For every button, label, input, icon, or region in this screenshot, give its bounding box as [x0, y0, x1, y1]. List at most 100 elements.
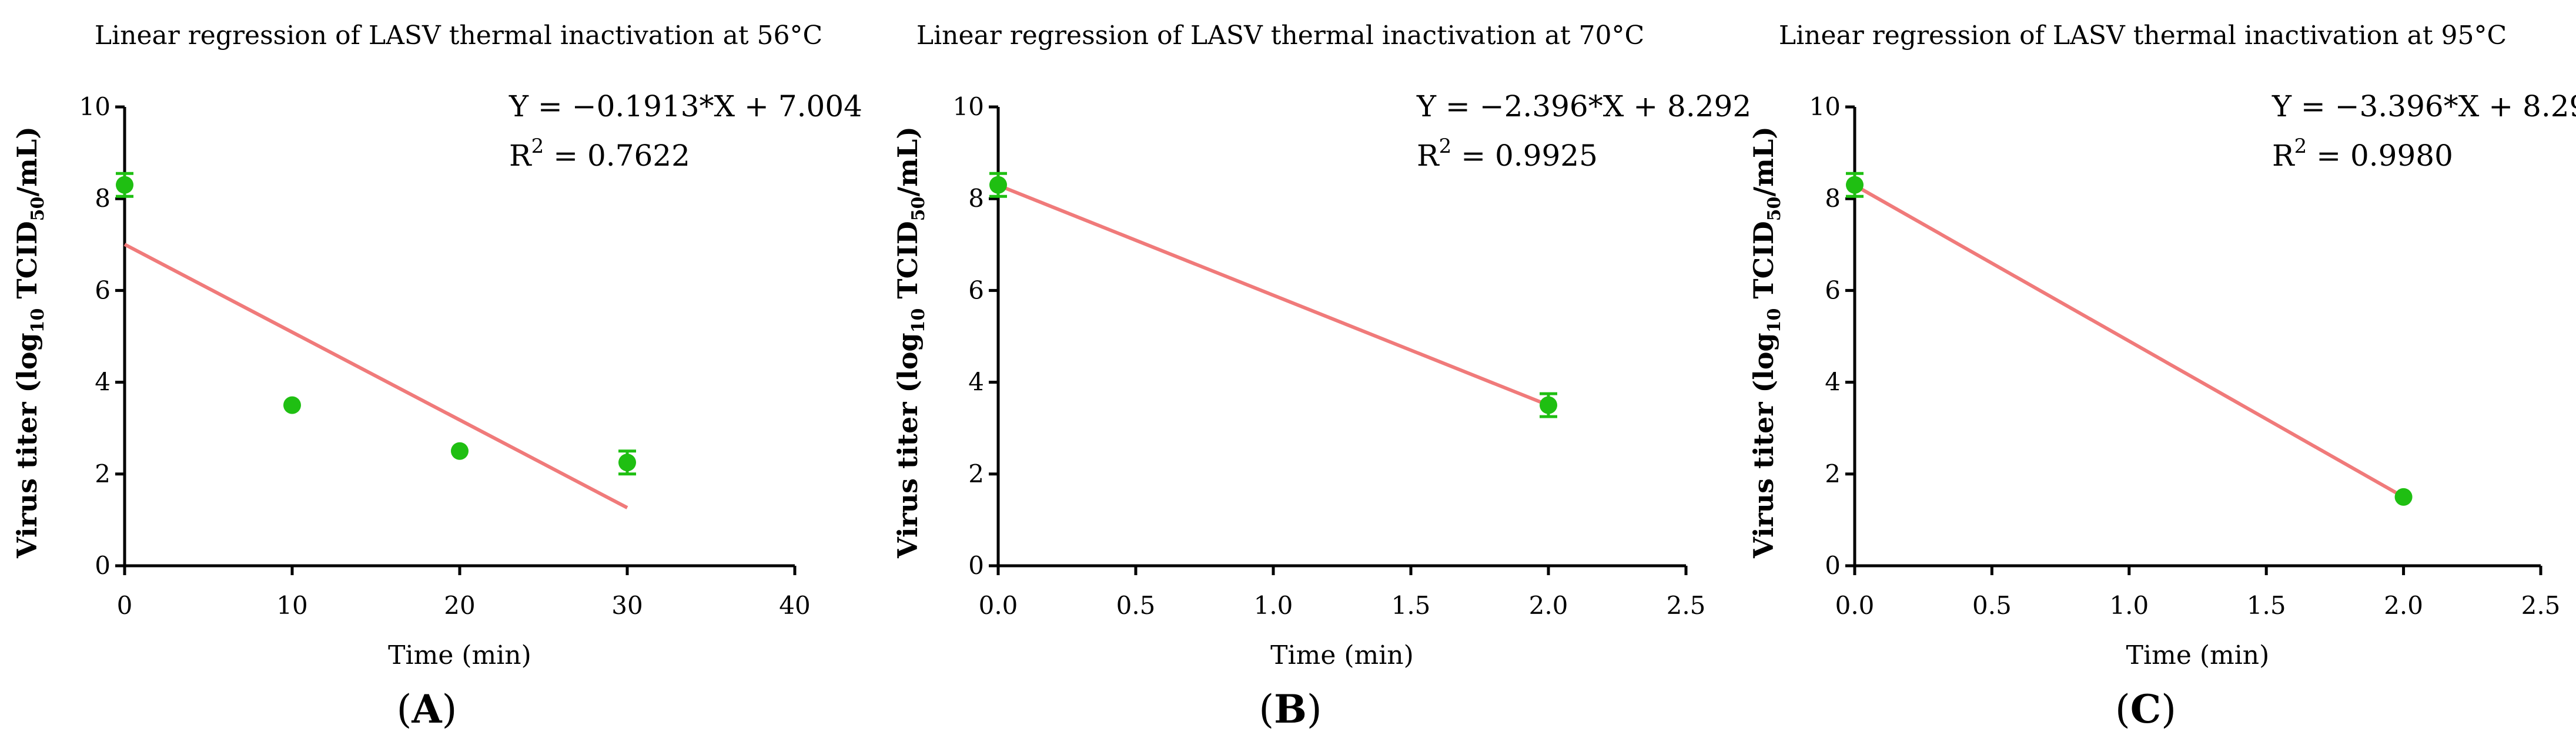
r-squared-exponent: 2 — [1439, 135, 1452, 158]
x-axis-label: Time (min) — [388, 640, 531, 670]
data-point — [2394, 488, 2413, 506]
chart-panel-c: Linear regression of LASV thermal inacti… — [1748, 21, 2576, 732]
r-squared-exponent: 2 — [2294, 135, 2307, 158]
regression-line — [1854, 183, 2405, 499]
x-tick-label: 2.0 — [2384, 591, 2423, 620]
panel-label-letter: C — [2130, 686, 2162, 732]
data-point — [618, 454, 636, 472]
chart-title: Linear regression of LASV thermal inacti… — [1779, 21, 2507, 51]
y-tick-label: 4 — [1825, 368, 1841, 397]
x-axis-label: Time (min) — [2126, 640, 2270, 670]
x-tick-label: 0.5 — [1116, 591, 1156, 620]
y-axis-label-part: Virus titer (log — [892, 333, 924, 559]
y-axis-label-part: TCID — [892, 221, 924, 308]
y-tick-label: 4 — [968, 368, 984, 397]
y-axis-label-part: Virus titer (log — [1748, 333, 1779, 559]
x-axis-label: Time (min) — [1270, 640, 1414, 670]
y-axis-label: Virus titer (log10 TCID50/mL) — [892, 126, 929, 559]
y-tick-label: 0 — [968, 551, 984, 580]
regression-equation: Y = −2.396*X + 8.292 — [1416, 89, 1751, 123]
y-tick-label: 4 — [95, 368, 111, 397]
x-tick-label: 2.5 — [1667, 591, 1706, 620]
x-tick-label: 30 — [611, 591, 643, 620]
x-tick-label: 1.5 — [1391, 591, 1431, 620]
y-axis-label-part: TCID — [1748, 221, 1779, 308]
y-axis-label-part: Virus titer (log — [11, 333, 43, 559]
y-tick-label: 0 — [1825, 551, 1841, 580]
x-tick-label: 2.0 — [1529, 591, 1568, 620]
x-tick-label: 0.5 — [1972, 591, 2012, 620]
data-point — [989, 176, 1007, 194]
r-squared: R2 = 0.9925 — [1417, 135, 1598, 173]
r-squared-value: = 0.7622 — [544, 139, 690, 173]
panel-label: (A) — [397, 686, 457, 732]
data-point — [1846, 176, 1864, 194]
y-axis-label-part: /mL) — [1748, 126, 1779, 197]
y-tick-label: 10 — [79, 92, 111, 121]
panel-label-close: ) — [442, 687, 457, 732]
x-tick-label: 1.0 — [2109, 591, 2149, 620]
y-axis-label-part: /mL) — [892, 126, 924, 197]
y-tick-label: 6 — [95, 276, 111, 304]
y-axis-label-part: 10 — [1764, 308, 1785, 333]
chart-panel-a: Linear regression of LASV thermal inacti… — [11, 21, 862, 732]
x-tick-label: 1.0 — [1254, 591, 1293, 620]
y-tick-label: 2 — [968, 459, 984, 488]
panel-label-letter: A — [411, 686, 442, 732]
data-point — [451, 442, 469, 460]
x-tick-label: 0.0 — [979, 591, 1018, 620]
chart-title: Linear regression of LASV thermal inacti… — [916, 21, 1644, 51]
panel-label-close: ) — [2161, 687, 2176, 732]
x-tick-label: 10 — [276, 591, 307, 620]
regression-equation: Y = −3.396*X + 8.292 — [2271, 89, 2576, 123]
chart-title: Linear regression of LASV thermal inacti… — [95, 21, 822, 51]
y-tick-label: 0 — [95, 551, 111, 580]
regression-line — [997, 183, 1550, 407]
y-tick-label: 10 — [1809, 92, 1841, 121]
y-axis-label-part: 50 — [28, 197, 48, 221]
r-squared-symbol: R — [2272, 139, 2295, 173]
x-tick-label: 40 — [779, 591, 810, 620]
r-squared-symbol: R — [509, 139, 532, 173]
y-tick-label: 8 — [1825, 184, 1841, 213]
y-axis-label-part: TCID — [11, 221, 43, 308]
panel-label-letter: B — [1274, 686, 1307, 732]
y-axis-label-part: 10 — [28, 308, 48, 333]
r-squared: R2 = 0.7622 — [509, 135, 690, 173]
panel-label: (C) — [2115, 686, 2176, 732]
regression-equation: Y = −0.1913*X + 7.004 — [508, 89, 862, 123]
y-axis-label: Virus titer (log10 TCID50/mL) — [1748, 126, 1785, 559]
chart-panel-b: Linear regression of LASV thermal inacti… — [892, 21, 1751, 732]
panel-label-close: ) — [1307, 687, 1322, 732]
y-axis-label-part: /mL) — [11, 126, 43, 197]
data-point — [283, 396, 301, 414]
r-squared-exponent: 2 — [531, 135, 544, 158]
y-axis-label-part: 10 — [908, 308, 929, 333]
panel-label-open: ( — [2115, 687, 2130, 732]
y-tick-label: 8 — [968, 184, 984, 213]
data-point — [116, 176, 133, 194]
r-squared-value: = 0.9980 — [2307, 139, 2453, 173]
y-tick-label: 10 — [953, 92, 984, 121]
r-squared-value: = 0.9925 — [1451, 139, 1598, 173]
panel-label: (B) — [1259, 686, 1322, 732]
regression-line — [123, 243, 628, 509]
x-tick-label: 1.5 — [2247, 591, 2286, 620]
r-squared: R2 = 0.9980 — [2272, 135, 2453, 173]
y-axis-label: Virus titer (log10 TCID50/mL) — [11, 126, 48, 559]
y-axis-label-part: 50 — [1764, 197, 1785, 221]
r-squared-symbol: R — [1417, 139, 1440, 173]
x-tick-label: 2.5 — [2521, 591, 2561, 620]
y-tick-label: 6 — [1825, 276, 1841, 304]
data-point — [1540, 396, 1557, 414]
y-tick-label: 8 — [95, 184, 111, 213]
panel-label-open: ( — [1259, 687, 1274, 732]
y-tick-label: 2 — [1825, 459, 1841, 488]
y-tick-label: 6 — [968, 276, 984, 304]
x-tick-label: 20 — [444, 591, 475, 620]
y-tick-label: 2 — [95, 459, 111, 488]
x-tick-label: 0.0 — [1835, 591, 1875, 620]
y-axis-label-part: 50 — [908, 197, 929, 221]
x-tick-label: 0 — [117, 591, 133, 620]
